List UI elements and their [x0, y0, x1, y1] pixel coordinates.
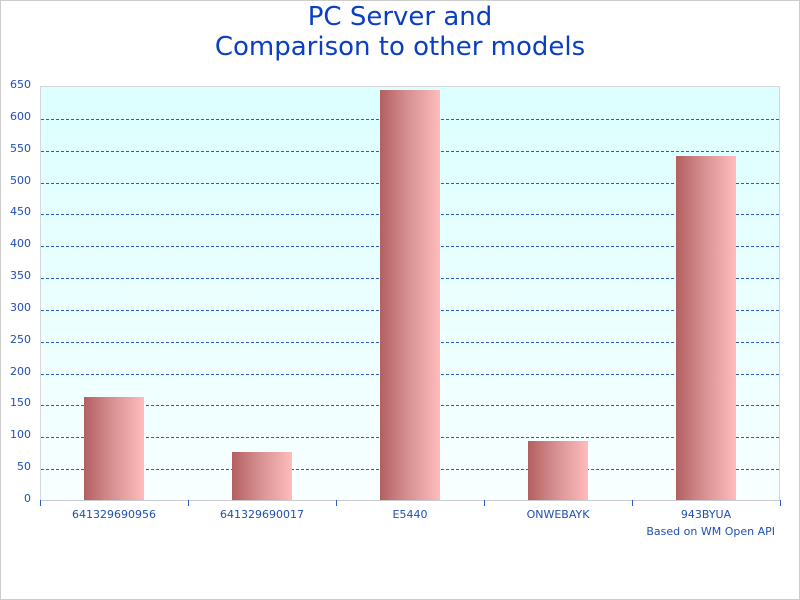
- x-tick: [484, 500, 485, 506]
- chart-title-line1: PC Server and: [307, 2, 493, 32]
- y-tick-label: 50: [17, 460, 31, 474]
- x-tick-label: 641329690956: [72, 508, 156, 521]
- y-tick-label: 450: [10, 205, 31, 219]
- bar-943byua: [676, 156, 736, 500]
- y-tick-label: 550: [10, 141, 31, 155]
- y-tick-label: 0: [24, 492, 31, 505]
- y-tick-label: 350: [10, 269, 31, 283]
- credit-text: Based on WM Open API: [646, 525, 775, 538]
- x-tick: [336, 500, 337, 506]
- x-tick-label: 943BYUA: [680, 508, 732, 521]
- x-tick: [780, 500, 781, 506]
- x-tick-label: ONWEBAYK: [526, 508, 590, 521]
- bar-e5440: [380, 89, 440, 500]
- y-tick-label: 300: [10, 300, 31, 314]
- bar-onwebayk: [528, 440, 588, 500]
- y-tick-label: 200: [10, 364, 31, 378]
- y-tick-label: 400: [10, 237, 31, 251]
- y-tick-label: 650: [10, 78, 31, 91]
- x-tick: [632, 500, 633, 506]
- y-tick-label: 600: [10, 109, 31, 123]
- x-tick-label: 641329690017: [220, 508, 304, 521]
- x-tick: [188, 500, 189, 506]
- x-tick: [40, 500, 41, 506]
- y-tick-label: 500: [10, 173, 31, 187]
- bar-641329690017: [232, 451, 292, 500]
- chart-title: PC Server and Comparison to other models: [0, 2, 800, 62]
- y-tick-label: 100: [10, 428, 31, 442]
- bar-641329690956: [84, 396, 144, 500]
- chart-title-line2: Comparison to other models: [214, 32, 586, 62]
- y-tick-label: 250: [10, 332, 31, 346]
- x-axis-line: [40, 500, 780, 501]
- y-tick-label: 150: [10, 396, 31, 410]
- x-tick-label: E5440: [392, 508, 428, 521]
